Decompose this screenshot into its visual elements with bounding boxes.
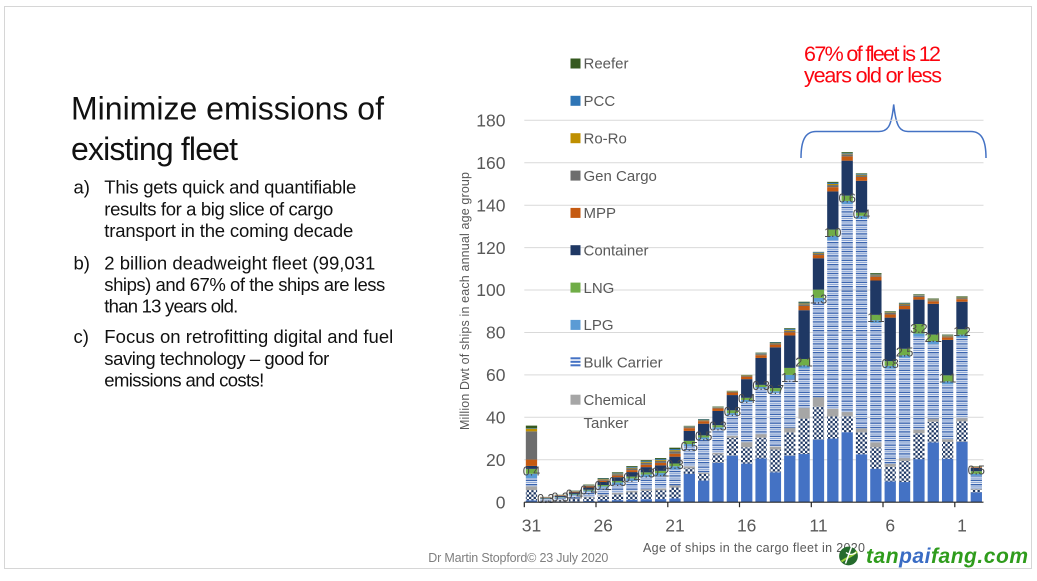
svg-text:31: 31 xyxy=(522,516,541,536)
svg-text:LNG: LNG xyxy=(584,280,615,297)
svg-text:16: 16 xyxy=(737,516,756,536)
svg-text:2 billion deadweight fleet (99: 2 billion deadweight fleet (99,031 xyxy=(104,252,375,273)
svg-text:1.1: 1.1 xyxy=(867,311,884,325)
svg-text:years old or less: years old or less xyxy=(804,63,942,87)
svg-text:Chemical: Chemical xyxy=(584,392,647,409)
svg-text:ships) and 67% of the ships ar: ships) and 67% of the ships are less xyxy=(104,274,385,295)
svg-text:existing fleet: existing fleet xyxy=(71,131,238,167)
svg-text:140: 140 xyxy=(476,195,505,215)
svg-text:2.1: 2.1 xyxy=(925,331,942,345)
svg-text:0.4: 0.4 xyxy=(853,208,870,222)
svg-text:transport in the coming decade: transport in the coming decade xyxy=(104,220,353,241)
svg-text:a): a) xyxy=(74,177,90,198)
svg-text:Million Dwt of ships in each a: Million Dwt of ships in each annual age … xyxy=(458,172,472,430)
svg-text:100: 100 xyxy=(476,280,505,300)
svg-text:0.8: 0.8 xyxy=(724,405,741,419)
svg-text:1.0: 1.0 xyxy=(824,226,841,240)
svg-text:b): b) xyxy=(74,252,90,273)
svg-text:Minimize emissions of: Minimize emissions of xyxy=(71,91,384,127)
svg-text:2.5: 2.5 xyxy=(896,345,913,359)
svg-text:tanpaifang.com: tanpaifang.com xyxy=(866,545,1028,568)
svg-text:This gets quick and quantifiab: This gets quick and quantifiable xyxy=(104,177,356,198)
svg-text:than 13 years old.: than 13 years old. xyxy=(104,296,238,317)
svg-text:PCC: PCC xyxy=(584,93,616,110)
svg-text:0.3: 0.3 xyxy=(709,420,726,434)
svg-text:20: 20 xyxy=(486,450,506,470)
svg-text:1.1: 1.1 xyxy=(939,372,956,386)
svg-text:1: 1 xyxy=(957,516,967,536)
svg-text:Focus on retrofitting digital: Focus on retrofitting digital and fuel xyxy=(104,326,393,347)
svg-text:160: 160 xyxy=(476,153,505,173)
svg-text:40: 40 xyxy=(486,408,506,428)
svg-text:Reefer: Reefer xyxy=(584,56,629,73)
svg-text:Dr Martin Stopford© 23 July 20: Dr Martin Stopford© 23 July 2020 xyxy=(428,551,608,565)
svg-text:0.6: 0.6 xyxy=(839,192,856,206)
svg-text:11: 11 xyxy=(809,516,827,536)
svg-text:1.1: 1.1 xyxy=(781,371,798,385)
svg-text:results for a big slice of car: results for a big slice of cargo xyxy=(104,198,333,219)
svg-text:c): c) xyxy=(74,326,89,347)
svg-text:0: 0 xyxy=(496,492,506,512)
svg-text:saving technology – good for: saving technology – good for xyxy=(104,348,329,369)
svg-text:2.1: 2.1 xyxy=(795,356,812,370)
svg-text:0.4: 0.4 xyxy=(523,465,540,479)
svg-text:26: 26 xyxy=(593,516,612,536)
svg-text:0.5: 0.5 xyxy=(968,463,985,477)
svg-text:Age of ships in the cargo flee: Age of ships in the cargo fleet in 2020 xyxy=(643,541,865,555)
svg-text:emissions and costs!: emissions and costs! xyxy=(104,370,264,391)
svg-text:Tanker: Tanker xyxy=(584,415,629,432)
svg-text:21: 21 xyxy=(665,516,684,536)
svg-text:LPG: LPG xyxy=(584,317,614,334)
svg-text:60: 60 xyxy=(486,365,506,385)
svg-text:120: 120 xyxy=(476,238,505,258)
svg-text:6: 6 xyxy=(885,516,895,536)
svg-text:1.2: 1.2 xyxy=(953,325,970,339)
svg-text:180: 180 xyxy=(476,111,505,131)
svg-text:0.4: 0.4 xyxy=(738,392,755,406)
svg-text:MPP: MPP xyxy=(584,205,617,222)
svg-text:Container: Container xyxy=(584,242,649,259)
svg-text:Bulk Carrier: Bulk Carrier xyxy=(584,355,663,372)
svg-text:0.3: 0.3 xyxy=(666,458,683,472)
svg-text:Ro-Ro: Ro-Ro xyxy=(584,130,627,147)
svg-text:1.3: 1.3 xyxy=(810,292,827,306)
svg-text:Gen Cargo: Gen Cargo xyxy=(584,168,657,185)
svg-text:80: 80 xyxy=(486,323,506,343)
svg-text:0.7: 0.7 xyxy=(767,383,784,397)
